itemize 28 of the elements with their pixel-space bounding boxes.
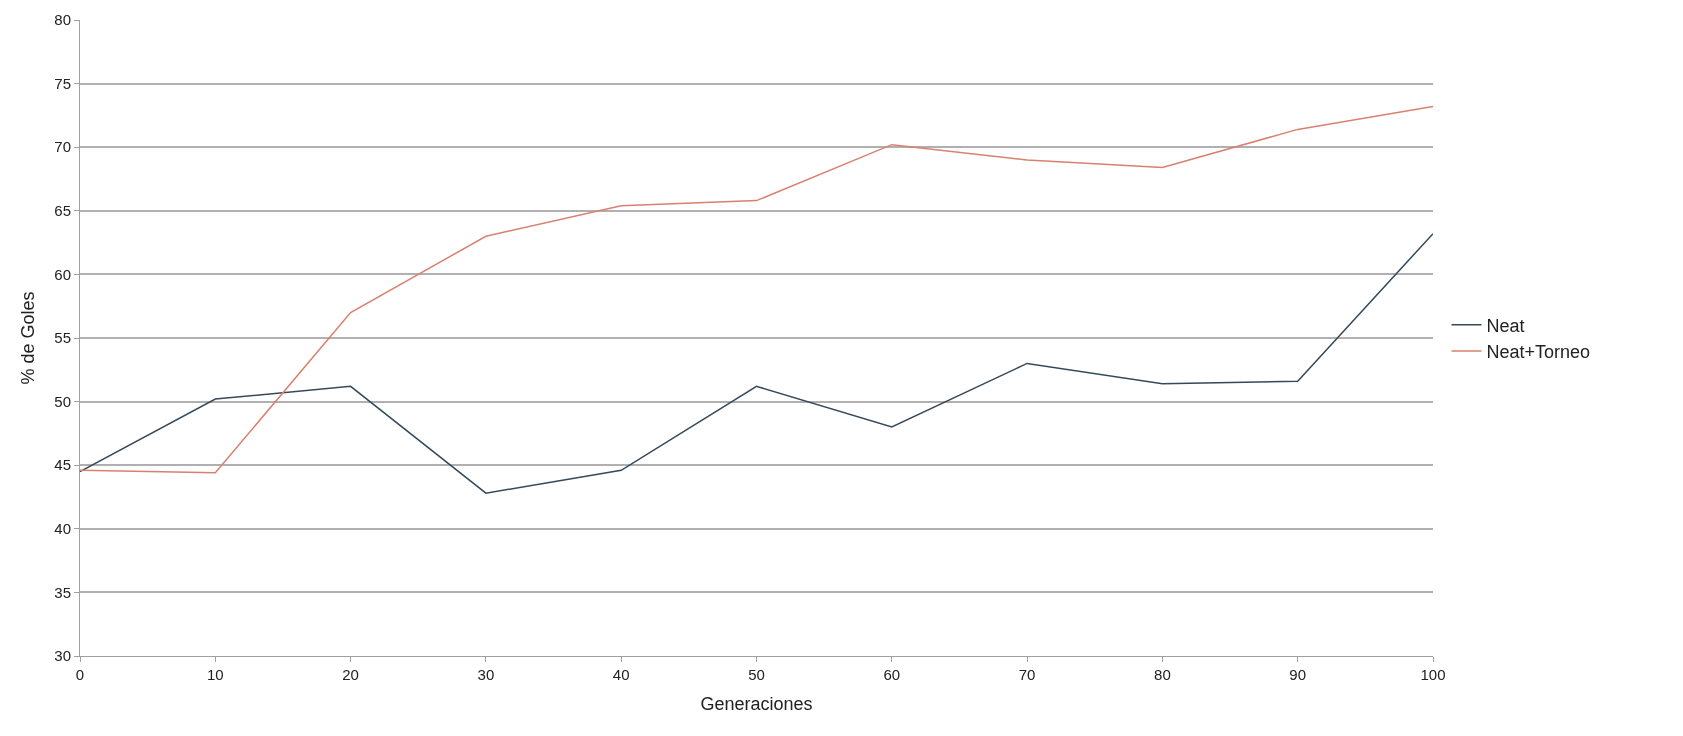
x-tick-label: 50 xyxy=(748,666,765,683)
y-tick-label: 65 xyxy=(54,202,71,220)
x-tick-label: 100 xyxy=(1420,666,1446,683)
x-tick-label: 90 xyxy=(1289,666,1307,683)
x-tick-label: 20 xyxy=(342,666,359,683)
y-tick-label: 70 xyxy=(54,138,71,156)
x-tick-label: 40 xyxy=(612,666,630,683)
x-tick-label: 60 xyxy=(883,666,901,683)
line-series xyxy=(80,105,1433,474)
line-series xyxy=(80,232,1433,494)
legend-label: Neat xyxy=(1486,315,1525,336)
y-tick-label: 55 xyxy=(54,329,71,347)
x-tick-label: 30 xyxy=(477,666,495,683)
y-tick-label: 50 xyxy=(54,392,71,410)
y-tick-label: 30 xyxy=(54,647,71,665)
y-tick-label: 40 xyxy=(54,520,71,538)
y-tick-label: 75 xyxy=(54,74,71,92)
y-axis-title: % de Goles xyxy=(17,291,38,385)
x-axis-title: Generaciones xyxy=(700,694,813,715)
y-tick-label: 80 xyxy=(54,11,71,29)
x-tick-label: 0 xyxy=(75,666,85,683)
y-tick-label: 35 xyxy=(54,583,71,601)
x-tick-label: 70 xyxy=(1018,666,1036,683)
y-tick-label: 60 xyxy=(54,265,71,283)
x-tick-label: 10 xyxy=(206,666,224,683)
legend-label: Neat+Torneo xyxy=(1486,342,1591,363)
x-tick-label: 80 xyxy=(1154,666,1171,683)
y-tick-label: 45 xyxy=(54,456,71,474)
